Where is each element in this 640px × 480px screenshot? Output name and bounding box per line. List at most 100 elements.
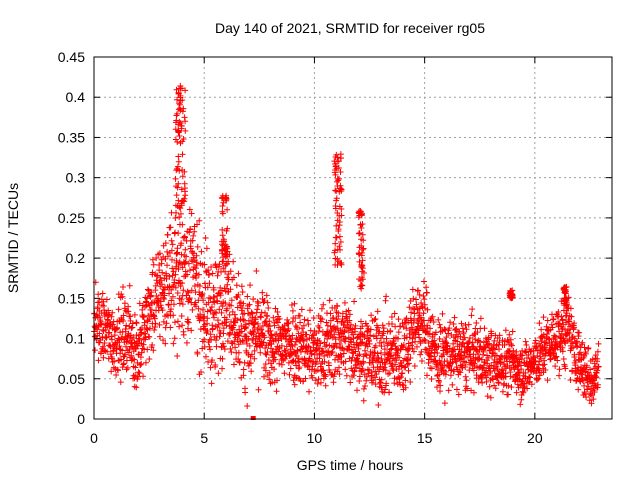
data-point <box>470 389 477 396</box>
data-point <box>323 319 330 326</box>
data-point <box>182 127 189 134</box>
data-point <box>594 355 601 362</box>
data-point <box>113 345 120 352</box>
data-point <box>239 288 246 295</box>
data-point <box>575 386 582 393</box>
data-point <box>194 243 201 250</box>
data-point <box>166 273 173 280</box>
plot-frame <box>93 56 613 420</box>
data-point <box>437 359 444 366</box>
data-point <box>440 351 447 358</box>
data-point <box>220 199 227 206</box>
data-point <box>289 332 296 339</box>
data-point <box>207 331 214 338</box>
data-point <box>558 313 565 320</box>
data-point <box>428 365 435 372</box>
data-point <box>342 358 349 365</box>
data-point <box>164 253 171 260</box>
data-point <box>589 356 596 363</box>
data-point <box>204 327 211 334</box>
data-point <box>322 382 329 389</box>
data-point <box>339 310 346 317</box>
data-point <box>407 355 414 362</box>
data-point <box>357 318 364 325</box>
data-point <box>231 338 238 345</box>
data-point <box>594 367 601 374</box>
data-point <box>336 243 343 250</box>
data-point <box>188 327 195 334</box>
data-point <box>198 248 205 255</box>
data-point <box>409 345 416 352</box>
data-point <box>144 346 151 353</box>
data-point <box>131 339 138 346</box>
data-point <box>244 293 251 300</box>
data-point <box>222 194 229 201</box>
data-point <box>220 343 227 350</box>
data-point <box>202 235 209 242</box>
data-point <box>170 301 177 308</box>
data-point <box>188 210 195 217</box>
data-point <box>281 347 288 354</box>
data-point <box>215 321 222 328</box>
data-point <box>494 366 501 373</box>
data-point <box>129 324 136 331</box>
data-point <box>95 291 102 298</box>
data-point <box>179 301 186 308</box>
data-point <box>410 305 417 312</box>
data-point <box>131 356 138 363</box>
data-point <box>128 357 135 364</box>
data-point <box>219 340 226 347</box>
data-point <box>548 321 555 328</box>
data-point <box>468 312 475 319</box>
data-point <box>212 362 219 369</box>
data-point <box>351 298 358 305</box>
data-point <box>333 195 340 202</box>
data-point <box>571 320 578 327</box>
data-point <box>422 305 429 312</box>
data-point <box>389 321 396 328</box>
data-point <box>148 306 155 313</box>
data-point <box>175 106 182 113</box>
data-point <box>333 178 340 185</box>
data-point <box>334 303 341 310</box>
data-point <box>513 389 520 396</box>
data-point <box>534 352 541 359</box>
data-point <box>291 381 298 388</box>
data-point <box>247 282 254 289</box>
data-point <box>168 286 175 293</box>
data-point <box>171 279 178 286</box>
data-point <box>203 245 210 252</box>
data-point <box>474 329 481 336</box>
data-point <box>211 309 218 316</box>
data-point <box>586 397 593 404</box>
data-point <box>356 230 363 237</box>
data-point <box>506 331 513 338</box>
data-point <box>224 338 231 345</box>
data-point <box>443 339 450 346</box>
data-point <box>442 371 449 378</box>
data-point <box>261 334 268 341</box>
data-point <box>180 197 187 204</box>
data-point <box>164 262 171 269</box>
data-point <box>366 340 373 347</box>
data-point <box>193 262 200 269</box>
data-point <box>173 112 180 119</box>
data-point <box>591 388 598 395</box>
data-point <box>172 214 179 221</box>
data-point <box>216 333 223 340</box>
data-point <box>272 305 279 312</box>
data-point <box>264 313 271 320</box>
data-point <box>562 340 569 347</box>
data-point <box>411 363 418 370</box>
data-point <box>171 335 178 342</box>
data-point <box>224 206 231 213</box>
data-point <box>142 334 149 341</box>
data-point <box>187 226 194 233</box>
data-point <box>162 340 169 347</box>
data-point <box>383 335 390 342</box>
data-point <box>413 303 420 310</box>
data-point <box>509 291 516 298</box>
data-point <box>109 309 116 316</box>
data-point <box>292 323 299 330</box>
data-point <box>354 355 361 362</box>
